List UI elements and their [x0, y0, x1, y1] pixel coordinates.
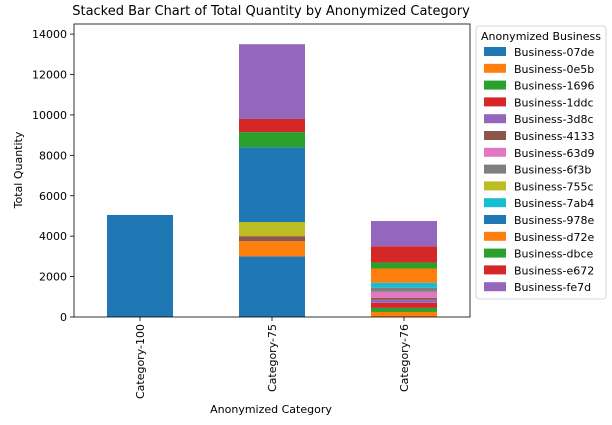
legend-swatch: [484, 81, 506, 90]
legend-label: Business-6f3b: [514, 164, 591, 177]
legend-label: Business-1696: [514, 80, 594, 93]
legend-label: Business-978e: [514, 214, 594, 227]
y-tick-label: 2000: [39, 271, 67, 284]
legend-label: Business-dbce: [514, 248, 593, 261]
legend-swatch: [484, 249, 506, 258]
y-tick-label: 6000: [39, 190, 67, 203]
y-tick-label: 10000: [32, 109, 67, 122]
legend-items: Business-07de Business-0e5b Business-1696 B…: [484, 46, 594, 294]
y-tick-label: 0: [60, 311, 67, 324]
bar-segment-category-76-business-0e5b: [371, 312, 437, 317]
legend-swatch: [484, 282, 506, 291]
legend-swatch: [484, 265, 506, 274]
bar-segment-category-76-business-e672: [371, 246, 437, 262]
legend-title: Anonymized Business: [481, 30, 601, 43]
legend-label: Business-7ab4: [514, 197, 594, 210]
bar-segment-category-75-business-fe7d: [239, 44, 305, 119]
bar-segment-category-75-business-e672: [239, 119, 305, 132]
legend-swatch: [484, 232, 506, 241]
y-axis-title: Total Quantity: [12, 131, 25, 209]
legend-swatch: [484, 131, 506, 140]
legend-label: Business-4133: [514, 130, 594, 143]
bar-segment-category-75-business-0e5b: [239, 241, 305, 256]
legend-swatch: [484, 64, 506, 73]
legend-label: Business-755c: [514, 180, 594, 193]
bar-segment-category-76-business-3d8c: [371, 300, 437, 303]
legend-swatch: [484, 165, 506, 174]
x-tick-label: Category-75: [266, 324, 279, 392]
legend-label: Business-d72e: [514, 231, 594, 244]
legend-label: Business-fe7d: [514, 281, 591, 294]
legend-swatch: [484, 215, 506, 224]
bar-segment-category-76-business-fe7d: [371, 221, 437, 246]
bar-segment-category-100-business-978e: [107, 215, 173, 317]
bar-segment-category-75-business-dbce: [239, 132, 305, 147]
x-axis-title: Anonymized Category: [210, 403, 332, 416]
legend-label: Business-e672: [514, 264, 594, 277]
x-tick-label: Category-76: [398, 324, 411, 392]
y-tick-label: 8000: [39, 149, 67, 162]
legend-label: Business-07de: [514, 46, 594, 59]
chart-title: Stacked Bar Chart of Total Quantity by A…: [72, 4, 470, 19]
bar-segment-category-76-business-63d9: [371, 292, 437, 298]
legend-swatch: [484, 198, 506, 207]
legend-label: Business-1ddc: [514, 96, 594, 109]
y-tick-label: 12000: [32, 69, 67, 82]
legend-label: Business-63d9: [514, 147, 594, 160]
bar-segment-category-76-business-1696: [371, 308, 437, 312]
bar-segment-category-76-business-6f3b: [371, 288, 437, 292]
x-tick-label: Category-100: [134, 324, 147, 399]
legend-label: Business-0e5b: [514, 63, 594, 76]
y-tick-label: 4000: [39, 230, 67, 243]
bars-layer: [107, 44, 437, 317]
x-axis: Category-100 Category-75 Category-76: [134, 317, 411, 399]
legend-swatch: [484, 181, 506, 190]
bar-segment-category-76-business-1ddc: [371, 303, 437, 308]
bar-segment-category-76-business-4133: [371, 298, 437, 300]
legend-label: Business-3d8c: [514, 113, 594, 126]
legend-swatch: [484, 47, 506, 56]
bar-segment-category-75-business-07de: [239, 256, 305, 317]
bar-segment-category-75-business-978e: [239, 147, 305, 222]
y-tick-label: 14000: [32, 28, 67, 41]
legend-swatch: [484, 97, 506, 106]
bar-segment-category-76-business-d72e: [371, 269, 437, 283]
legend-swatch: [484, 148, 506, 157]
bar-segment-category-75-business-4133: [239, 236, 305, 241]
bar-segment-category-76-business-dbce: [371, 262, 437, 268]
y-axis: 0 2000 4000 6000 8000 10000 12000 14000: [32, 28, 74, 324]
bar-segment-category-75-business-755c: [239, 222, 305, 236]
legend-swatch: [484, 114, 506, 123]
legend: Anonymized Business Business-07deBusines…: [476, 26, 606, 299]
bar-segment-category-76-business-7ab4: [371, 283, 437, 288]
